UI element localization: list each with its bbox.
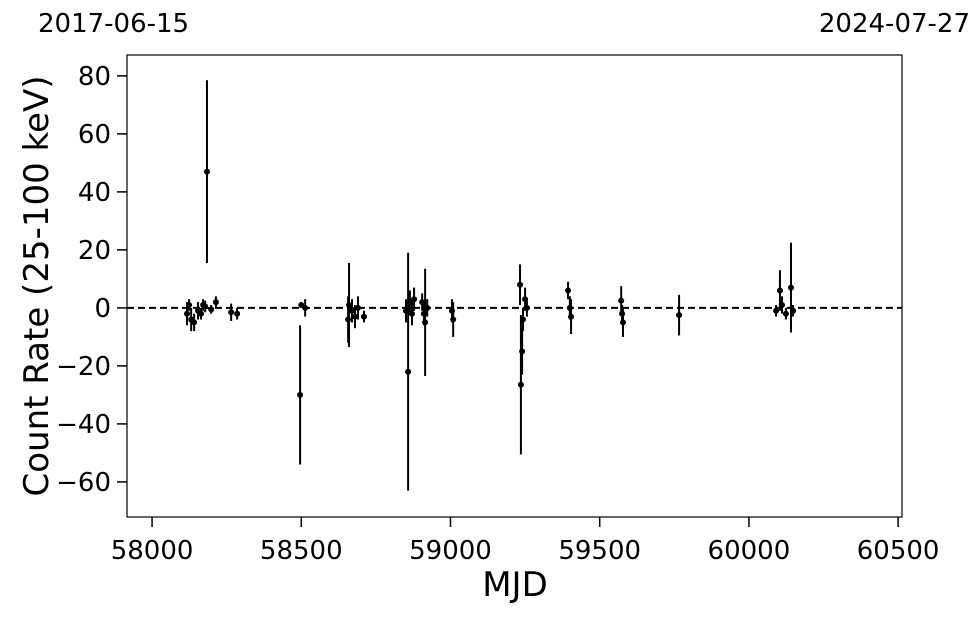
data-point (523, 304, 530, 311)
data-point (676, 312, 683, 319)
data-point (346, 301, 353, 308)
data-point (408, 310, 415, 317)
data-point (297, 391, 304, 398)
x-tick-label: 59500 (558, 536, 641, 566)
data-point (619, 319, 626, 326)
data-point (208, 306, 215, 313)
y-tick-label: 60 (78, 120, 111, 150)
data-point (520, 316, 527, 323)
x-tick-label: 59000 (409, 536, 492, 566)
data-point (517, 381, 524, 388)
data-point (302, 304, 309, 311)
data-point (360, 313, 367, 320)
x-tick-label: 58500 (260, 536, 343, 566)
y-axis-label: Count Rate (25-100 keV) (17, 76, 57, 497)
y-tick-label: −20 (56, 352, 111, 382)
data-point (234, 310, 241, 317)
data-point (519, 348, 526, 355)
data-point (183, 310, 190, 317)
data-point (618, 297, 625, 304)
data-point (779, 301, 786, 308)
data-point (787, 284, 794, 291)
data-point (186, 301, 193, 308)
y-tick-label: −40 (56, 410, 111, 440)
data-point (450, 316, 457, 323)
data-point (351, 313, 358, 320)
data-point (212, 299, 219, 306)
x-tick-label: 60000 (708, 536, 791, 566)
data-point (568, 313, 575, 320)
data-point (517, 281, 524, 288)
data-point (424, 304, 431, 311)
plot-frame (126, 54, 903, 518)
data-point (422, 319, 429, 326)
data-point (203, 168, 210, 175)
data-point (790, 307, 797, 314)
y-tick-label: 40 (78, 178, 111, 208)
data-point (411, 296, 418, 303)
x-tick-label: 58000 (111, 536, 194, 566)
top-right-label: 2024-07-27 (819, 9, 970, 39)
y-tick-label: −60 (56, 468, 111, 498)
x-axis-label: MJD (482, 565, 548, 605)
data-point (191, 319, 198, 326)
data-point (349, 307, 356, 314)
data-point (782, 310, 789, 317)
top-left-label: 2017-06-15 (38, 9, 189, 39)
x-tick-label: 60500 (857, 536, 940, 566)
data-point (198, 310, 205, 317)
y-tick-label: 20 (78, 236, 111, 266)
data-point (565, 287, 572, 294)
data-point (202, 303, 209, 310)
data-point (773, 307, 780, 314)
y-tick-label: 80 (78, 62, 111, 92)
data-point (354, 304, 361, 311)
data-point (228, 309, 235, 316)
data-point (405, 368, 412, 375)
y-tick-label: 0 (94, 294, 111, 324)
data-point (776, 287, 783, 294)
